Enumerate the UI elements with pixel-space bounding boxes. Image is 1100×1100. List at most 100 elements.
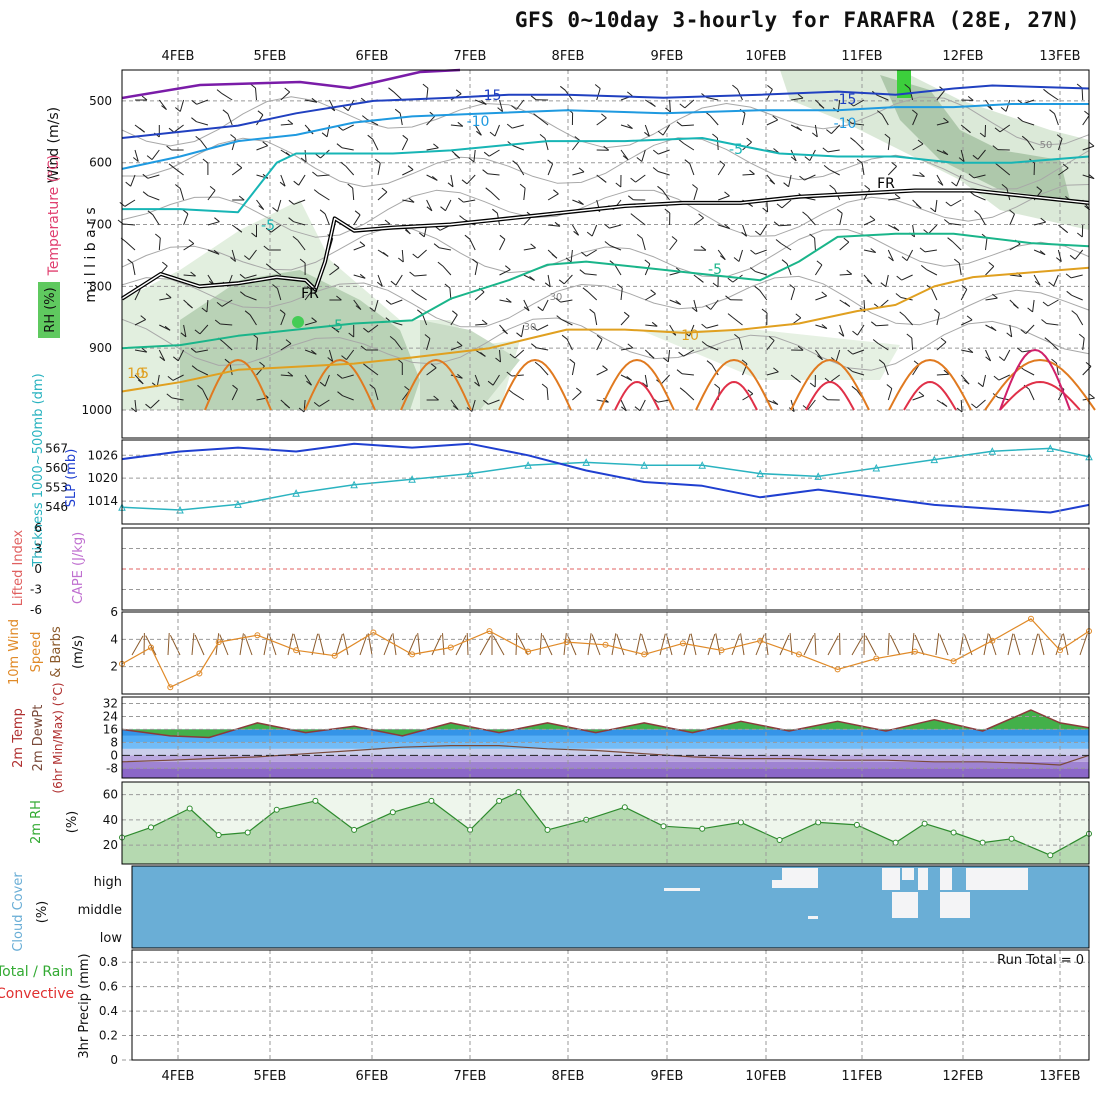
wind-barb-flag: [627, 343, 634, 349]
wind-barb-flag: [1044, 337, 1051, 343]
run-total-label: Run Total = 0: [997, 953, 1084, 968]
wind-barb: [488, 399, 500, 405]
wind-barb: [1082, 174, 1095, 180]
wind-barb-flag: [263, 245, 270, 251]
wind-barb: [1009, 274, 1022, 277]
date-label-top: 12FEB: [942, 49, 983, 64]
wind-barb: [877, 94, 889, 101]
wind-barb: [759, 290, 768, 301]
wind-barb-flag: [937, 181, 944, 186]
rh-shading: [180, 270, 420, 410]
date-label-top: 11FEB: [841, 49, 882, 64]
wind-barb: [475, 99, 487, 105]
wind-barb-flag: [816, 260, 823, 266]
surface-wind-barb: [293, 633, 301, 656]
date-label-bottom: 8FEB: [552, 1069, 585, 1084]
surface-wind-barb: [803, 634, 815, 656]
wind-barb: [207, 221, 220, 226]
surface-wind-barb: [827, 635, 839, 656]
wind-barb-flag: [1013, 303, 1019, 309]
surface-wind-barb: [194, 634, 205, 656]
wind-barb-flag: [769, 179, 776, 185]
wind-barb: [790, 149, 797, 162]
wind-barb-flag: [1017, 116, 1024, 122]
panel-frame: [121, 439, 1090, 525]
wind-barb-flag: [701, 341, 708, 346]
wind-barb: [134, 288, 141, 301]
thickness-marker: [408, 475, 416, 483]
surface-wind-barb: [268, 633, 277, 656]
chart-title: GFS 0~10day 3-hourly for FARAFRA (28E, 2…: [514, 8, 1080, 32]
wind-barb: [150, 399, 160, 409]
wind-barb: [609, 245, 622, 251]
wind-speed-marker: [370, 629, 377, 636]
wind-barb: [492, 374, 500, 386]
wind-speed-marker: [196, 670, 203, 677]
wind-barb-flag: [968, 173, 975, 179]
wind-barb: [689, 163, 695, 176]
surface-wind-barb: [442, 633, 445, 656]
wind-barb: [1082, 366, 1092, 376]
date-label-bottom: 4FEB: [162, 1069, 195, 1084]
wind-barb: [1009, 324, 1013, 337]
surface-wind-barb: [431, 634, 442, 656]
temp-contour-minus20: [121, 68, 461, 100]
wind-barb-flag: [802, 211, 808, 217]
wind-barb: [513, 393, 525, 401]
ylabel-total-rain: Total / Rain: [0, 964, 73, 980]
cloud-level-label: low: [100, 931, 123, 946]
wind-barb: [828, 168, 840, 176]
wind-barb: [852, 123, 865, 126]
wind-barb-flag: [979, 132, 986, 138]
wind-barb-flag: [285, 339, 292, 344]
wind-barb-flag: [447, 182, 454, 188]
wind-barb: [547, 163, 554, 176]
wind-barb-flag: [495, 357, 501, 363]
wind-barb-flag: [244, 310, 251, 316]
wind-barb-flag: [418, 232, 425, 238]
contour-label: -5: [261, 218, 275, 234]
wind-barb-flag: [1065, 273, 1072, 279]
rh-marker: [544, 826, 551, 833]
wind-barb: [1070, 274, 1083, 279]
wind-barb: [173, 124, 184, 133]
wind-barb: [303, 399, 306, 413]
wind-barb-flag: [888, 256, 894, 262]
rh-marker: [312, 797, 319, 804]
wind-barb: [609, 224, 622, 229]
thickness-marker: [524, 461, 532, 469]
wind-barb: [635, 174, 646, 183]
wind-barb: [584, 273, 597, 276]
wind-barb-flag: [408, 197, 415, 203]
precip-tick: 0.4: [99, 1004, 118, 1018]
wind-barb-flag: [374, 158, 381, 164]
wind-barb: [151, 149, 160, 160]
wind-barb: [1082, 338, 1085, 351]
wind-barb-flag: [472, 258, 478, 264]
wind-barb: [855, 141, 865, 151]
precip-tick: 0.2: [99, 1029, 118, 1043]
surface-wind-barb: [367, 633, 373, 656]
wind-barb: [839, 324, 845, 337]
wind-barb: [417, 249, 427, 259]
wind-barb-flag: [1021, 135, 1028, 141]
wind-speed-marker: [911, 648, 918, 655]
rh-marker: [776, 837, 783, 843]
wind-barb-flag: [310, 349, 317, 355]
temp-band: [122, 729, 1089, 736]
wind-barb: [620, 347, 633, 351]
wind-barb: [591, 224, 598, 237]
wind-barb: [766, 340, 775, 351]
precip-tick: 0: [110, 1053, 118, 1067]
wind-barb-flag: [529, 276, 535, 281]
wind-barb: [961, 349, 974, 353]
temp-contour-warm: [204, 359, 272, 411]
date-label-top: 8FEB: [552, 49, 585, 64]
surface-wind-barb: [542, 634, 553, 656]
wind-barb: [936, 313, 940, 326]
wind-barb: [857, 324, 865, 336]
wind-barb-flag: [459, 215, 465, 220]
wind-barb-flag: [363, 363, 369, 369]
temp-contour-warm: [498, 359, 572, 411]
temp-contour-hot: [614, 381, 660, 411]
